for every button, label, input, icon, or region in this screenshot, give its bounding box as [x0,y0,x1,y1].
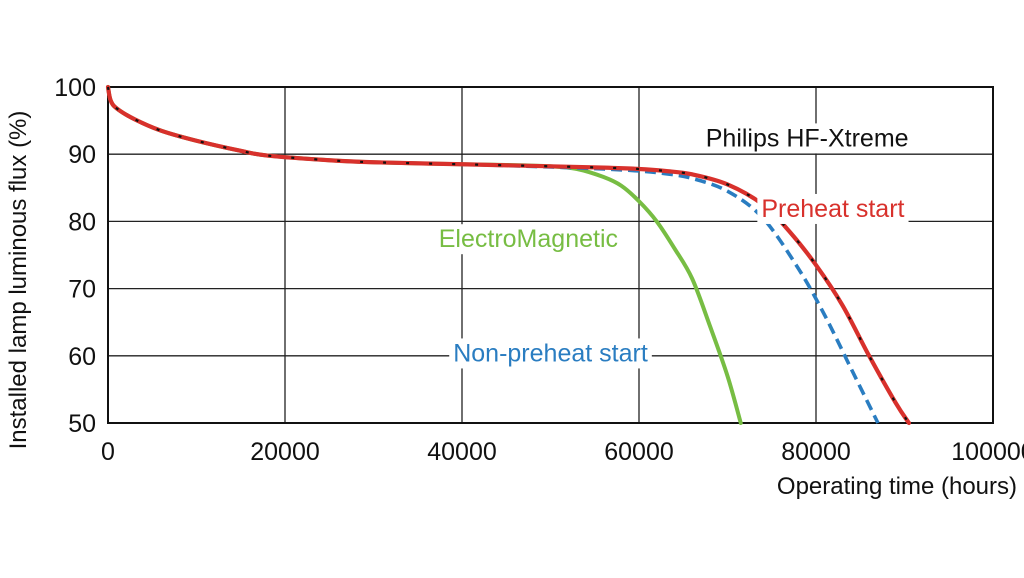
series-line-electromagnetic [106,85,743,425]
x-tick-label: 0 [101,438,115,466]
annotation-background [449,338,652,369]
series-group [105,84,912,426]
y-axis-label: Installed lamp luminous flux (%) [5,111,32,450]
x-tick-label: 80000 [781,438,851,466]
x-tick-label: 20000 [250,438,320,466]
annotation-label: Philips HF-Xtreme [706,124,909,152]
y-tick-label: 90 [68,141,96,169]
y-tick-label: 50 [68,410,96,438]
annotation-background [701,123,913,154]
x-tick-label: 40000 [427,438,497,466]
y-tick-label: 70 [68,276,96,304]
series-annotation: ElectroMagnetic [434,224,622,255]
y-tick-label: 80 [68,208,96,236]
annotations-group: Philips HF-Xtreme Preheat start ElectroMag… [434,123,913,369]
series-annotation: Preheat start [757,193,909,224]
annotation-label: ElectroMagnetic [439,225,618,253]
y-tick-label: 100 [54,74,96,102]
series-annotation: Non-preheat start [449,338,652,369]
annotation-background [434,224,622,255]
plot-frame [107,86,994,424]
annotation-label: Non-preheat start [453,339,648,367]
x-axis-label: Operating time (hours) [777,473,1017,500]
x-tick-label: 60000 [604,438,674,466]
series-line-preheat-start [105,84,912,426]
x-tick-label: 100000 [951,438,1024,466]
y-tick-label: 60 [68,343,96,371]
series-annotation: Philips HF-Xtreme [701,123,913,154]
annotation-label: Preheat start [761,195,904,223]
ticks-group: 0 20000 40000 60000 80000 100000 50 60 70 80 90 100 [54,74,1024,466]
annotation-background [757,193,909,224]
